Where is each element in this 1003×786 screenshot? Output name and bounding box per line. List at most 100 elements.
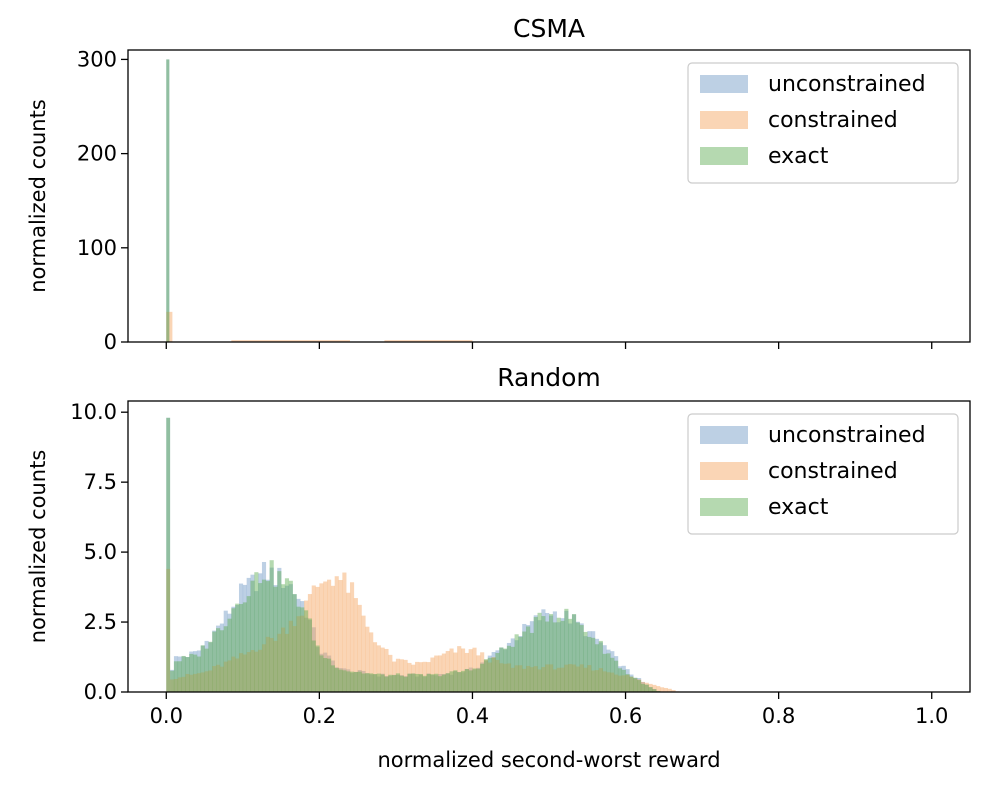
histogram-bar xyxy=(189,651,194,692)
histogram-bar xyxy=(269,567,274,692)
subplot-csma: CSMA 0 100 200 300 normalized counts unconstra… xyxy=(26,14,971,354)
histogram-bar xyxy=(177,661,182,692)
histogram-bar xyxy=(549,664,554,692)
histogram-bar xyxy=(541,616,546,692)
histogram-bar xyxy=(506,642,512,692)
histogram-bar xyxy=(564,610,569,692)
histogram-bar xyxy=(200,645,205,692)
histogram-bar xyxy=(380,673,385,692)
histogram-bar xyxy=(319,653,324,692)
legend-swatch-exact xyxy=(700,498,748,516)
histogram-bar xyxy=(441,674,446,692)
histogram-bar xyxy=(633,678,638,692)
histogram-bar xyxy=(395,658,401,692)
subplot-title: Random xyxy=(497,363,601,392)
histogram-bar xyxy=(545,621,550,692)
histogram-bar xyxy=(288,580,293,692)
histogram-bar xyxy=(537,669,542,692)
histogram-bar xyxy=(457,672,462,692)
histogram-bar xyxy=(560,620,565,692)
histogram-bar xyxy=(644,684,649,692)
histogram-bar xyxy=(426,662,431,692)
histogram-bar xyxy=(640,681,645,692)
histogram-bar xyxy=(598,640,603,692)
histogram-bar xyxy=(518,636,523,692)
histogram-bar xyxy=(300,601,305,692)
histogram-bar xyxy=(667,688,672,692)
histogram-bar xyxy=(441,653,446,692)
histogram-bar xyxy=(380,647,385,692)
histogram-bar xyxy=(499,647,504,692)
histogram-bar xyxy=(614,656,619,692)
histogram-bar xyxy=(399,659,404,692)
histogram-bar xyxy=(369,673,374,692)
histogram-bar xyxy=(208,670,213,692)
histogram-bar xyxy=(522,668,527,692)
histogram-bar xyxy=(365,673,370,692)
histogram-bar xyxy=(315,647,320,692)
histogram-bar xyxy=(334,668,339,692)
histogram-bar xyxy=(216,664,221,692)
histogram-bar xyxy=(640,683,645,692)
histogram-bar xyxy=(392,674,397,692)
histogram-bar xyxy=(491,652,496,692)
histogram-bar xyxy=(659,687,665,692)
histogram-bar xyxy=(273,640,278,692)
histogram-bar xyxy=(338,669,343,692)
histogram-bar xyxy=(330,585,335,692)
histogram-bar xyxy=(591,637,596,692)
histogram-bar xyxy=(514,640,519,692)
histogram-bar xyxy=(304,600,309,692)
histogram-bar xyxy=(208,642,213,692)
histogram-bar xyxy=(610,672,615,692)
histogram-bar xyxy=(652,689,657,692)
histogram-bar xyxy=(610,657,615,692)
histogram-bar xyxy=(610,651,615,692)
histogram-bar xyxy=(376,676,381,692)
histogram-bar xyxy=(338,667,343,692)
histogram-bar xyxy=(177,656,182,692)
histogram-bar xyxy=(189,674,194,692)
histogram-bar xyxy=(621,669,626,692)
histogram-bar xyxy=(487,662,492,692)
histogram-bar xyxy=(506,663,512,692)
histogram-bar xyxy=(349,582,355,692)
histogram-bar xyxy=(418,662,423,692)
histogram-bar xyxy=(506,645,512,692)
histogram-bar xyxy=(606,672,611,692)
histogram-bar xyxy=(353,598,358,692)
histogram-bar xyxy=(633,677,638,692)
histogram-bar xyxy=(269,560,274,692)
legend: unconstrained constrained exact xyxy=(687,62,959,184)
histogram-bar xyxy=(193,651,198,692)
histogram-bar xyxy=(430,675,435,692)
histogram-bar xyxy=(166,59,170,343)
histogram-bar xyxy=(468,667,473,692)
legend-box xyxy=(687,413,959,535)
histogram-bar xyxy=(445,673,450,692)
histogram-bar xyxy=(200,645,205,692)
histogram-bar xyxy=(193,673,198,692)
histogram-bar xyxy=(411,673,416,692)
histogram-bar xyxy=(644,682,649,692)
histogram-bar xyxy=(181,655,186,692)
histogram-bar xyxy=(598,668,603,692)
histogram-bar xyxy=(166,311,173,342)
histogram-bar xyxy=(495,652,500,692)
histogram-bar xyxy=(487,655,492,692)
histogram-bar xyxy=(399,675,404,692)
histogram-bars xyxy=(166,59,473,343)
histogram-bar xyxy=(231,340,350,342)
subplot-title: CSMA xyxy=(513,14,585,43)
histogram-bar xyxy=(304,617,309,692)
histogram-bar xyxy=(629,676,634,692)
histogram-bar xyxy=(637,680,642,692)
histogram-bar xyxy=(173,679,179,692)
legend-label-exact: exact xyxy=(768,495,829,520)
axes-frame xyxy=(127,49,971,343)
histogram-bar xyxy=(480,663,485,692)
histogram-bar xyxy=(637,679,642,692)
histogram-bar xyxy=(640,682,645,692)
histogram-bar xyxy=(254,572,259,692)
histogram-bar xyxy=(537,620,542,692)
